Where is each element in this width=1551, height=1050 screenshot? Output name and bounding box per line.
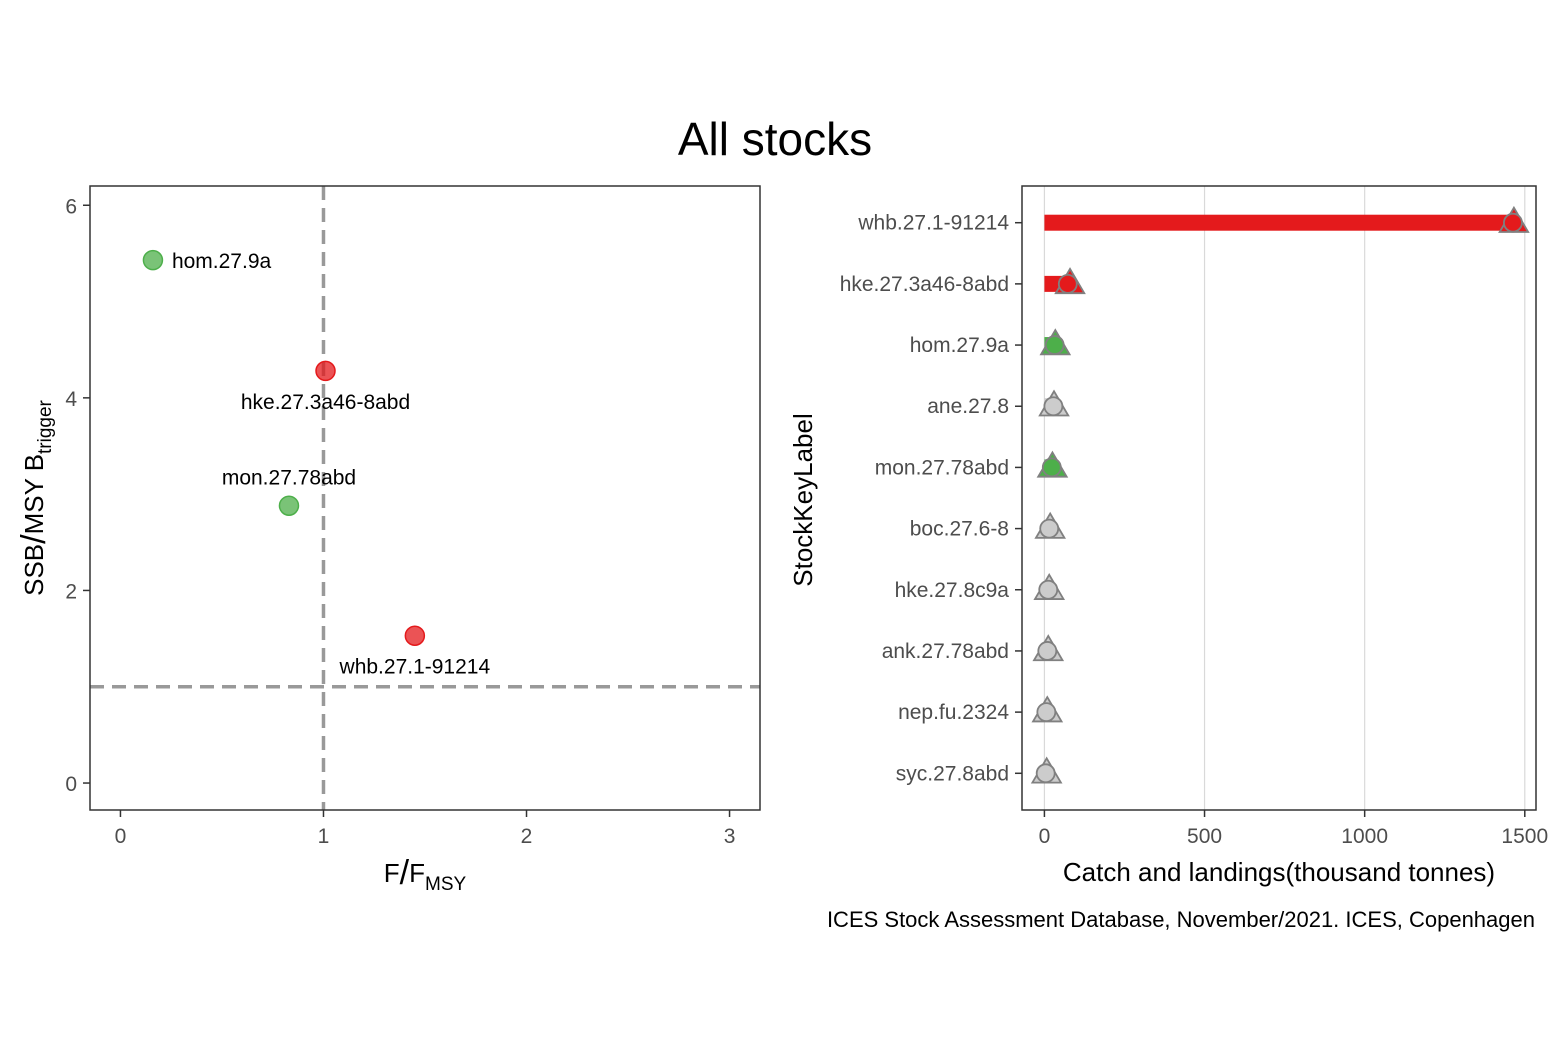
stock-label: ane.27.8: [927, 395, 1009, 418]
catches-marker: [1057, 273, 1078, 294]
reference-lines: [90, 186, 760, 810]
point-label: whb.27.1-91214: [339, 656, 491, 679]
x-tick-label: 1: [318, 825, 330, 848]
figure-title: All stocks: [678, 113, 872, 165]
point-label: hom.27.9a: [172, 250, 272, 273]
scatter-point: [404, 625, 426, 646]
scatter-points: [142, 249, 426, 646]
bar-x-ticks: 0 500 1000 1500: [1039, 810, 1548, 848]
stock-label: mon.27.78abd: [875, 456, 1009, 479]
catches-marker: [1036, 702, 1057, 723]
catches-marker: [1038, 579, 1059, 600]
stock-label: hke.27.8c9a: [895, 579, 1010, 602]
y-tick-label: 6: [65, 195, 77, 218]
catch-markers: [1030, 205, 1530, 784]
catches-marker: [1037, 641, 1058, 661]
stock-label: hom.27.9a: [910, 334, 1010, 357]
bar-x-axis-title: Catch and landings(thousand tonnes): [1063, 857, 1495, 887]
point-label: hke.27.3a46-8abd: [241, 391, 410, 414]
x-tick-label: 1000: [1341, 825, 1388, 848]
scatter-point: [278, 495, 300, 516]
catches-marker: [1035, 763, 1056, 784]
stock-label: syc.27.8abd: [896, 762, 1009, 785]
catch-bars: [1044, 214, 1513, 782]
stock-label: nep.fu.2324: [898, 701, 1009, 724]
scatter-x-ticks: 0 1 2 3: [115, 810, 736, 848]
scatter-y-ticks: 0 2 4 6: [65, 195, 90, 796]
bar-y-ticks: whb.27.1-91214 hke.27.3a46-8abd hom.27.9a a…: [840, 212, 1022, 785]
x-tick-label: 0: [115, 825, 127, 848]
x-tick-label: 3: [724, 825, 736, 848]
stock-label: hke.27.3a46-8abd: [840, 273, 1009, 296]
stock-label: whb.27.1-91214: [857, 212, 1009, 235]
catches-marker: [1041, 457, 1062, 478]
y-tick-label: 0: [65, 773, 77, 796]
catches-marker: [1503, 212, 1523, 233]
bar-y-axis-title: StockKeyLabel: [788, 413, 818, 586]
stock-label: boc.27.6-8: [910, 518, 1009, 541]
catch-bar: [1044, 214, 1513, 231]
kobe-scatter-panel: hom.27.9a hke.27.3a46-8abd mon.27.78abd whb…: [15, 185, 761, 895]
y-tick-label: 2: [65, 580, 77, 603]
catches-marker: [1039, 518, 1060, 539]
x-tick-label: 0: [1039, 825, 1051, 848]
stock-label: ank.27.78abd: [882, 640, 1009, 663]
y-tick-label: 4: [65, 388, 77, 411]
catch-bar-panel: 0 500 1000 1500 whb.27.1-91214 hke.27.3a46-8…: [788, 185, 1548, 887]
scatter-point: [142, 249, 164, 271]
x-tick-label: 500: [1187, 825, 1222, 848]
scatter-panel-border: [89, 185, 761, 811]
point-labels: hom.27.9a hke.27.3a46-8abd mon.27.78abd whb…: [172, 250, 491, 679]
bar-panel-border: [1021, 185, 1537, 811]
scatter-y-axis-title: SSB/MSY Btrigger: [15, 399, 56, 595]
scatter-point: [315, 360, 336, 382]
x-tick-label: 2: [521, 825, 533, 848]
catches-marker: [1044, 335, 1065, 355]
x-tick-label: 1500: [1501, 825, 1548, 848]
source-caption: ICES Stock Assessment Database, November…: [827, 907, 1535, 932]
point-label: mon.27.78abd: [222, 467, 356, 490]
bar-gridlines: [1043, 186, 1526, 810]
scatter-x-axis-title: F/FMSY: [384, 854, 467, 895]
catches-marker: [1043, 396, 1064, 417]
